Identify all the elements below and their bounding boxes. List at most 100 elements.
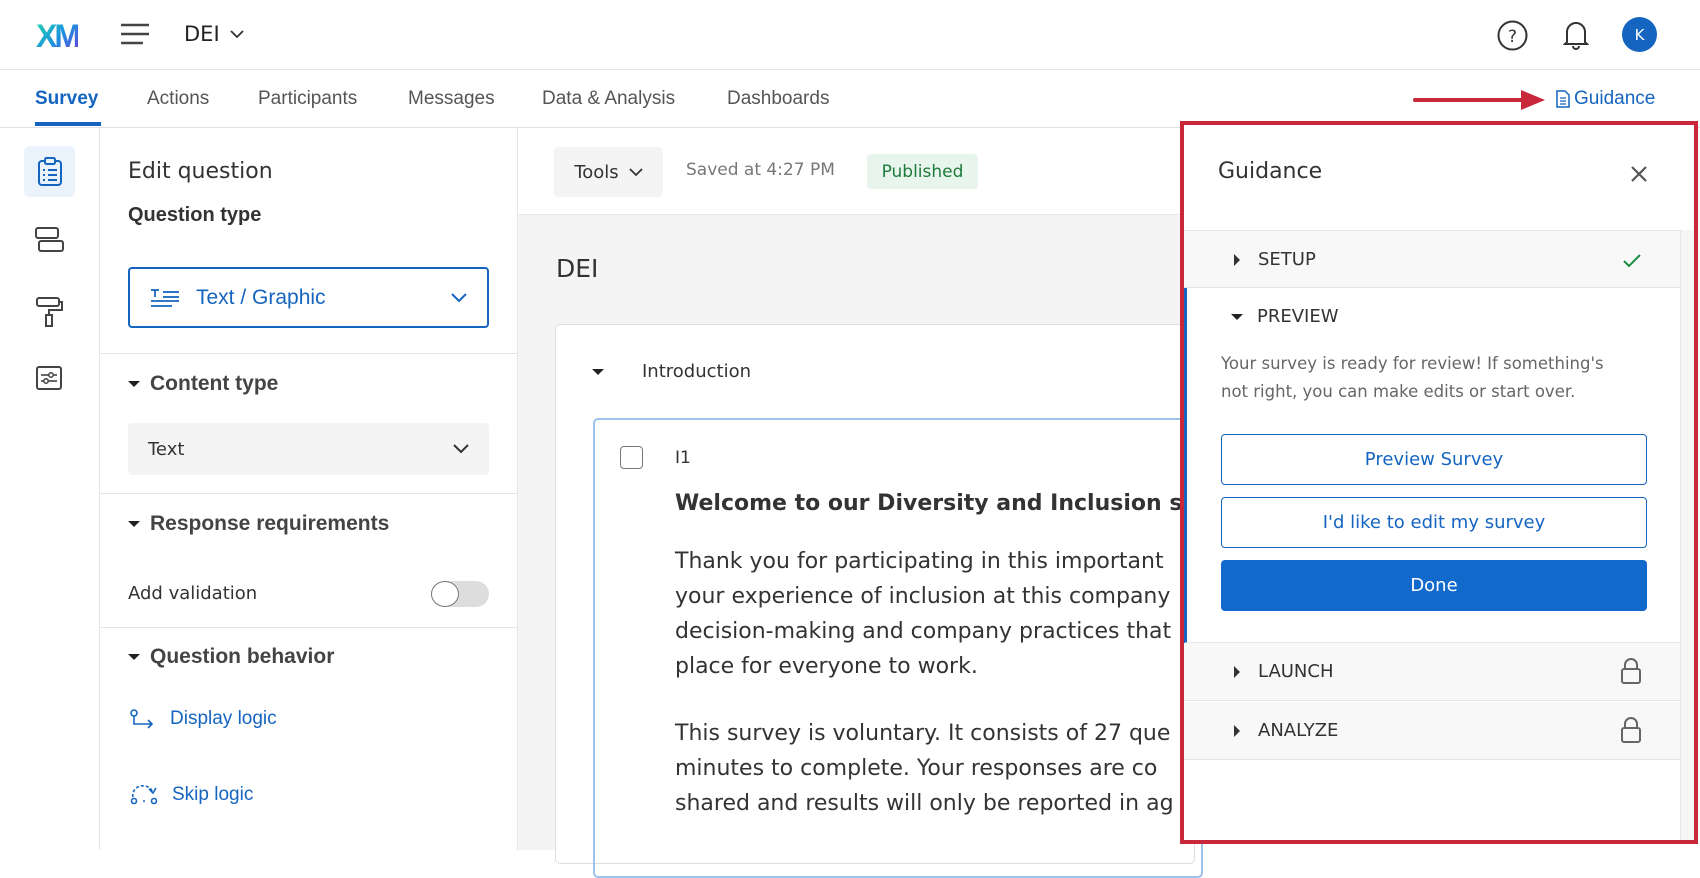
add-validation-toggle[interactable] xyxy=(431,581,489,607)
chevron-down-icon xyxy=(629,167,643,176)
survey-flow-button[interactable] xyxy=(24,146,75,197)
guidance-title: Guidance xyxy=(1218,159,1323,184)
panel-title: Edit question xyxy=(128,159,273,184)
editor-toolbar: Tools Saved at 4:27 PM Published xyxy=(518,128,1180,215)
preview-description: Your survey is ready for review! If some… xyxy=(1221,350,1604,406)
published-badge: Published xyxy=(867,154,978,189)
tab-data-analysis[interactable]: Data & Analysis xyxy=(542,88,676,109)
clipboard-list-icon xyxy=(37,156,62,186)
guidance-step-analyze[interactable]: ANALYZE xyxy=(1184,702,1680,760)
guidance-step-preview: PREVIEW Your survey is ready for review!… xyxy=(1184,288,1680,643)
tab-participants[interactable]: Participants xyxy=(258,88,358,109)
tab-actions[interactable]: Actions xyxy=(147,88,210,109)
response-requirements-header[interactable]: Response requirements xyxy=(128,512,389,536)
annotation-arrow xyxy=(1413,90,1545,110)
checkmark-icon xyxy=(1623,254,1641,268)
block-header[interactable]: Introduction xyxy=(592,361,751,382)
chevron-down-icon xyxy=(230,29,244,38)
guidance-link-label: Guidance xyxy=(1574,88,1656,109)
step-label: PREVIEW xyxy=(1257,306,1339,327)
step-label: SETUP xyxy=(1258,249,1316,270)
content-type-header[interactable]: Content type xyxy=(128,372,278,396)
tools-label: Tools xyxy=(574,161,619,183)
top-header: XM DEI ? K xyxy=(0,0,1700,70)
chevron-down-icon xyxy=(453,444,469,454)
expand-triangle-icon xyxy=(1234,254,1240,266)
content-type-label: Content type xyxy=(150,372,279,395)
response-requirements-label: Response requirements xyxy=(150,512,390,535)
tab-survey[interactable]: Survey xyxy=(35,88,99,109)
divider xyxy=(100,493,518,494)
tools-menu-button[interactable]: Tools xyxy=(554,147,663,197)
project-switcher[interactable]: DEI xyxy=(184,22,244,46)
collapse-triangle-icon xyxy=(128,521,140,528)
paint-roller-icon[interactable] xyxy=(36,296,64,328)
question-behavior-header[interactable]: Question behavior xyxy=(128,645,334,669)
text-line: minutes to complete. Your responses are … xyxy=(675,756,1158,781)
collapse-triangle-icon xyxy=(1231,313,1243,320)
edit-survey-button[interactable]: I'd like to edit my survey xyxy=(1221,497,1647,548)
help-icon[interactable]: ? xyxy=(1497,20,1528,51)
question-paragraph-1: Thank you for participating in this impo… xyxy=(675,544,1171,684)
step-label: ANALYZE xyxy=(1258,720,1339,741)
text-line: not right, you can make edits or start o… xyxy=(1221,382,1576,401)
divider xyxy=(100,353,518,354)
question-heading: Welcome to our Diversity and Inclusion s xyxy=(675,491,1183,516)
close-icon[interactable] xyxy=(1630,165,1648,183)
expand-triangle-icon xyxy=(1234,666,1240,678)
blocks-layout-icon[interactable] xyxy=(35,227,65,253)
skip-logic-link[interactable]: Skip logic xyxy=(130,784,253,806)
expand-triangle-icon xyxy=(1234,725,1240,737)
text-line: Your survey is ready for review! If some… xyxy=(1221,354,1604,373)
divider xyxy=(100,627,518,628)
skip-logic-label: Skip logic xyxy=(172,784,254,805)
content-type-select[interactable]: Text xyxy=(128,423,489,475)
question-type-value: Text / Graphic xyxy=(196,285,326,309)
question-card[interactable]: I1 Welcome to our Diversity and Inclusio… xyxy=(593,418,1203,878)
guidance-link[interactable]: Guidance xyxy=(1556,88,1655,110)
display-logic-label: Display logic xyxy=(170,708,277,729)
text-line: your experience of inclusion at this com… xyxy=(675,584,1171,609)
scrollbar-track[interactable] xyxy=(1680,230,1694,840)
project-name: DEI xyxy=(184,22,220,46)
edit-question-panel: Edit question Question type Text / Graph… xyxy=(100,128,518,850)
preview-step-header[interactable]: PREVIEW xyxy=(1231,306,1339,327)
display-logic-icon xyxy=(130,709,154,729)
preview-survey-button[interactable]: Preview Survey xyxy=(1221,434,1647,485)
skip-logic-icon xyxy=(130,785,158,805)
toggle-knob xyxy=(431,581,459,607)
content-type-value: Text xyxy=(148,438,185,460)
notifications-bell-icon[interactable] xyxy=(1563,19,1589,50)
collapse-triangle-icon xyxy=(592,368,604,375)
done-button[interactable]: Done xyxy=(1221,560,1647,611)
active-tab-indicator xyxy=(35,122,101,126)
text-line: This survey is voluntary. It consists of… xyxy=(675,721,1171,746)
nav-tabs: Survey Actions Participants Messages Dat… xyxy=(0,70,1700,128)
saved-status: Saved at 4:27 PM xyxy=(686,160,835,180)
tab-messages[interactable]: Messages xyxy=(408,88,495,109)
add-validation-label: Add validation xyxy=(128,583,258,604)
survey-options-sliders-icon[interactable] xyxy=(36,366,62,390)
guidance-step-launch[interactable]: LAUNCH xyxy=(1184,643,1680,701)
lock-icon xyxy=(1621,717,1641,743)
xm-logo[interactable]: XM xyxy=(36,18,81,54)
question-select-checkbox[interactable] xyxy=(620,446,643,469)
text-line: decision-making and company practices th… xyxy=(675,619,1172,644)
user-avatar[interactable]: K xyxy=(1622,17,1657,52)
question-id: I1 xyxy=(675,448,691,468)
guidance-panel: Guidance SETUP PREVIEW Your survey is re… xyxy=(1180,121,1698,844)
survey-title: DEI xyxy=(556,254,599,283)
text-line: shared and results will only be reported… xyxy=(675,791,1174,816)
chevron-down-icon xyxy=(451,292,467,302)
question-type-dropdown[interactable]: Text / Graphic xyxy=(128,267,489,328)
guidance-step-setup[interactable]: SETUP xyxy=(1184,230,1680,288)
text-graphic-icon xyxy=(151,288,179,307)
hamburger-menu-icon[interactable] xyxy=(121,23,149,45)
display-logic-link[interactable]: Display logic xyxy=(130,708,277,730)
step-label: LAUNCH xyxy=(1258,661,1334,682)
block-name: Introduction xyxy=(642,361,752,382)
tab-dashboards[interactable]: Dashboards xyxy=(727,88,830,109)
text-line: place for everyone to work. xyxy=(675,654,978,679)
question-paragraph-2: This survey is voluntary. It consists of… xyxy=(675,716,1174,821)
block-card: Introduction I1 Welcome to our Diversity… xyxy=(555,324,1203,878)
